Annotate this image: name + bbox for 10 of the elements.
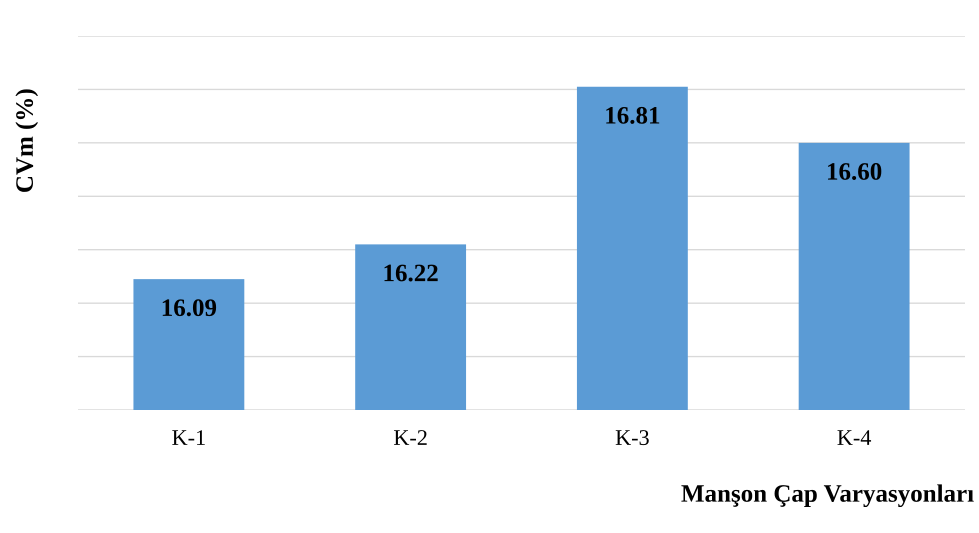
x-tick-label: K-4	[837, 430, 872, 445]
data-label: 16.60	[828, 163, 882, 180]
x-tick-label: K-2	[394, 430, 427, 445]
x-axis-title: Manşon Çap Varyasyonları	[681, 484, 974, 508]
data-label: 16.09	[162, 299, 216, 316]
data-label: 16.81	[606, 106, 660, 124]
data-label: 16.22	[384, 264, 438, 282]
x-tick-label: K-1	[172, 430, 205, 445]
x-tick-label: K-3	[616, 430, 649, 446]
y-axis-title: CVm (%)	[15, 89, 38, 192]
